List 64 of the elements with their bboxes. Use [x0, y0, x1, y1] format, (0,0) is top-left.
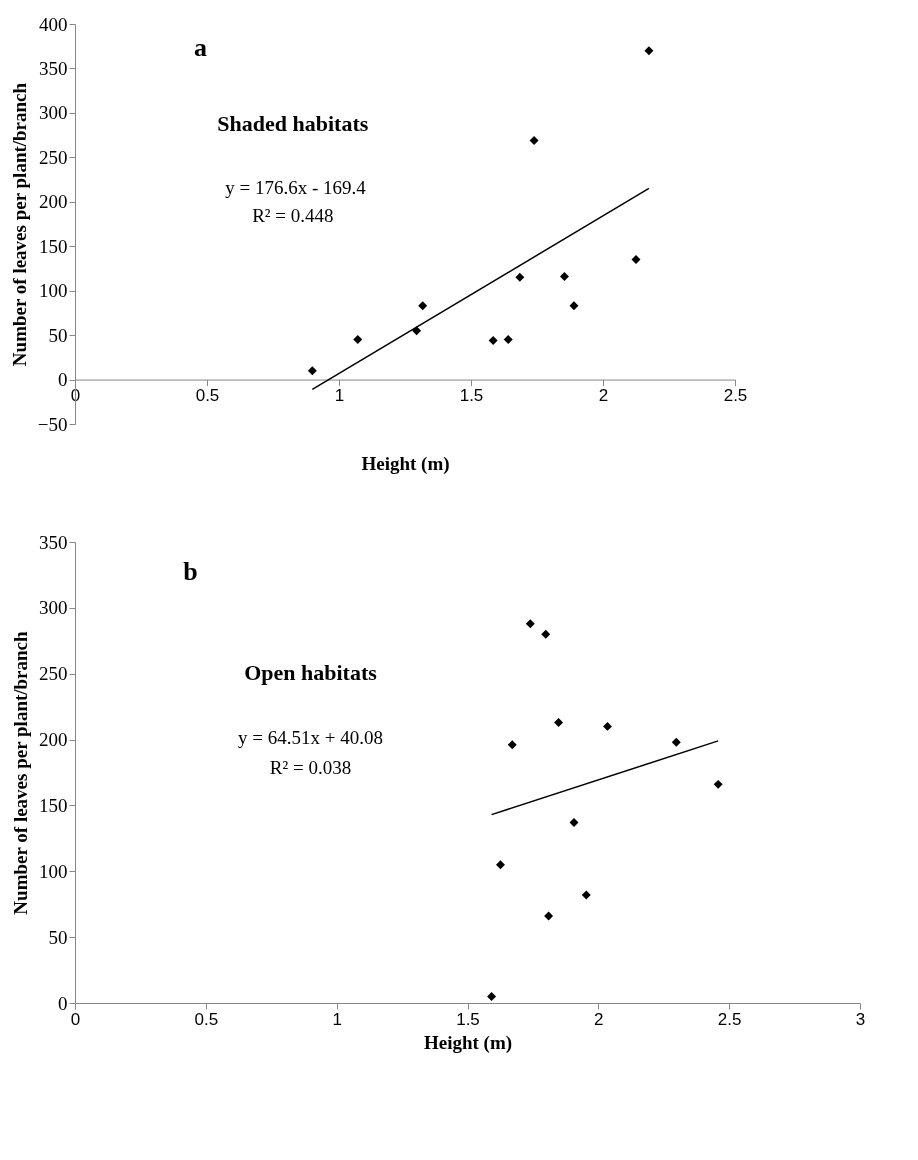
y-tick-label: 350 — [39, 531, 68, 553]
point — [529, 135, 539, 145]
point — [487, 991, 497, 1001]
y-tick-label: 0 — [58, 992, 68, 1014]
point — [544, 911, 554, 921]
y-tick-label: 150 — [39, 794, 68, 816]
y-tick-label: 250 — [39, 146, 68, 168]
point — [525, 619, 535, 629]
x-tick-label: 1.5 — [459, 386, 484, 406]
point — [307, 366, 317, 376]
annotation: R² = 0.448 — [252, 205, 334, 226]
point — [713, 779, 723, 789]
y-tick-label: 50 — [48, 926, 68, 948]
x-axis-title: Height (m) — [361, 452, 450, 475]
y-tick-label: 150 — [39, 235, 68, 257]
x-tick-label: 0.5 — [194, 1009, 219, 1029]
x-tick-label: 1 — [332, 1009, 342, 1029]
y-tick-label: 0 — [58, 369, 68, 391]
annotation: y = 176.6x - 169.4 — [225, 177, 367, 198]
point — [569, 818, 579, 828]
annotation: R² = 0.038 — [269, 756, 352, 778]
point — [569, 301, 579, 311]
point — [603, 721, 612, 731]
y-tick-label: 250 — [39, 663, 68, 685]
x-tick-label: 3 — [855, 1009, 866, 1029]
y-tick-label: 300 — [39, 102, 68, 124]
point — [418, 301, 428, 311]
annotation: b — [183, 556, 198, 586]
point — [671, 737, 681, 747]
point — [353, 335, 363, 345]
point — [503, 335, 513, 345]
point — [644, 46, 654, 56]
y-tick-label: 300 — [39, 597, 68, 619]
y-tick-label: 100 — [39, 860, 68, 882]
y-tick-label: 100 — [39, 280, 68, 302]
x-tick-label: 2 — [594, 1009, 604, 1029]
y-axis-title: Number of leaves per plant/branch — [8, 82, 30, 367]
y-tick-label: 200 — [39, 191, 68, 213]
point — [541, 629, 551, 639]
annotation: Open habitats — [244, 659, 378, 685]
x-tick-label: 2.5 — [717, 1009, 742, 1029]
y-tick-label: 350 — [39, 57, 68, 79]
point — [581, 890, 591, 900]
x-tick-label: 0.5 — [195, 386, 220, 406]
point — [559, 271, 569, 281]
annotation: Shaded habitats — [217, 111, 369, 136]
point — [631, 255, 641, 265]
y-tick-label: −50 — [37, 413, 68, 435]
point — [515, 272, 525, 282]
annotation: a — [193, 33, 207, 62]
point — [554, 717, 564, 727]
x-axis-title: Height (m) — [423, 1031, 513, 1054]
y-tick-label: 50 — [48, 324, 68, 346]
point — [496, 860, 505, 870]
y-axis-title: Number of leaves per plant/branch — [10, 630, 31, 915]
x-tick-label: 2.5 — [723, 386, 748, 406]
y-tick-label: 200 — [39, 729, 68, 751]
annotation: y = 64.51x + 40.08 — [238, 726, 383, 748]
point — [507, 740, 517, 750]
x-tick-label: 1 — [334, 386, 345, 406]
x-tick-label: 2 — [598, 386, 609, 406]
y-tick-label: 400 — [39, 13, 68, 35]
x-tick-label: 1.5 — [456, 1009, 480, 1029]
point — [488, 335, 498, 345]
